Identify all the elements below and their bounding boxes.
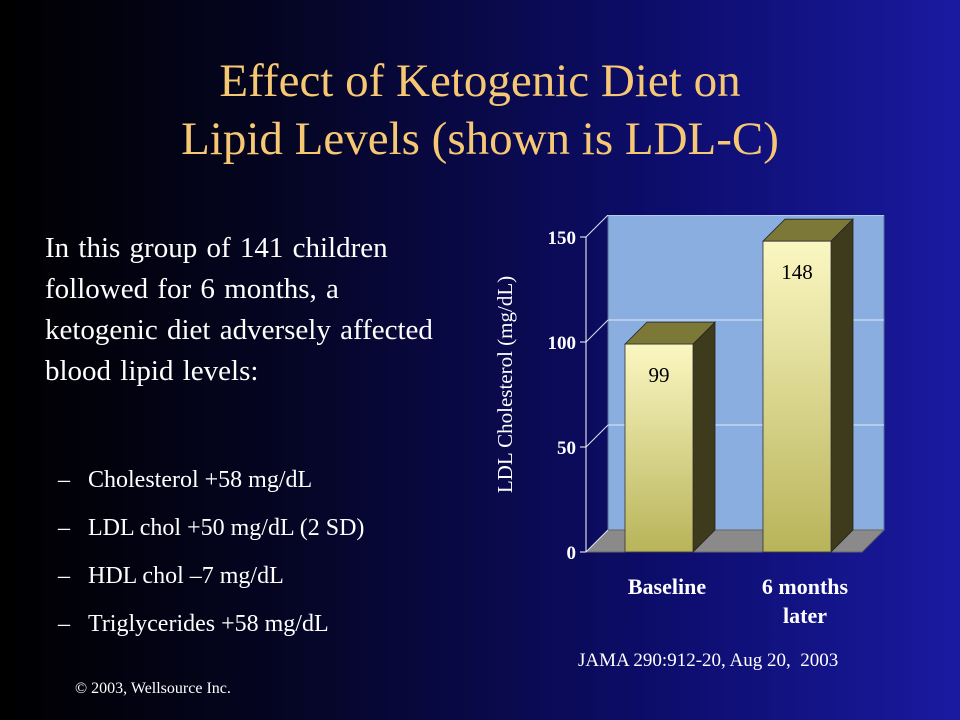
- bar-value-label: 148: [781, 260, 813, 284]
- title-line-2: Lipid Levels (shown is LDL-C): [181, 113, 779, 165]
- x-tick-label: Baseline: [628, 574, 706, 599]
- bar: [762, 240, 832, 553]
- gridline-wall: [585, 424, 609, 448]
- bullet-text: Cholesterol +58 mg/dL: [88, 467, 313, 493]
- bullet-text: HDL chol –7 mg/dL: [88, 563, 284, 589]
- gridline-wall: [585, 215, 609, 238]
- bar-value-label: 99: [649, 363, 670, 387]
- title-line-1: Effect of Ketogenic Diet on: [219, 55, 741, 107]
- bullet-marker: –: [58, 611, 70, 637]
- bullet-triglycerides: – Triglycerides +58 mg/dL: [58, 600, 364, 648]
- bullet-list: – Cholesterol +58 mg/dL – LDL chol +50 mg/…: [58, 456, 364, 648]
- y-tick-label: 100: [548, 333, 577, 354]
- y-tick-label: 50: [557, 438, 576, 459]
- x-tick-label: 6 months: [762, 574, 849, 599]
- copyright: © 2003, Wellsource Inc.: [75, 680, 231, 697]
- x-tick-label: later: [783, 603, 827, 625]
- bar-side: [692, 321, 716, 553]
- citation: JAMA 290:912-20, Aug 20, 2003: [578, 650, 839, 671]
- gridline-wall: [585, 529, 609, 553]
- bullet-ldl: – LDL chol +50 mg/dL (2 SD): [58, 504, 364, 552]
- gridline-wall: [585, 319, 609, 343]
- y-tick-label: 150: [548, 228, 577, 249]
- y-tick-label: 0: [567, 543, 577, 564]
- slide-title: Effect of Ketogenic Diet on Lipid Levels…: [0, 52, 960, 168]
- bullet-marker: –: [58, 467, 70, 493]
- bar-side: [830, 218, 854, 553]
- bullet-hdl: – HDL chol –7 mg/dL: [58, 552, 364, 600]
- bullet-marker: –: [58, 563, 70, 589]
- bullet-text: LDL chol +50 mg/dL (2 SD): [88, 515, 365, 541]
- bullet-cholesterol: – Cholesterol +58 mg/dL: [58, 456, 364, 504]
- y-axis-label: LDL Cholesterol (mg/dL): [493, 276, 517, 493]
- ldl-bar-chart: 0 50 100 150 LDL Cholesterol (mg/dL) 99 Baseli…: [493, 215, 886, 625]
- intro-paragraph: In this group of 141 children followed f…: [45, 232, 433, 387]
- bullet-marker: –: [58, 515, 70, 541]
- bar: [624, 343, 694, 553]
- bullet-text: Triglycerides +58 mg/dL: [88, 611, 329, 637]
